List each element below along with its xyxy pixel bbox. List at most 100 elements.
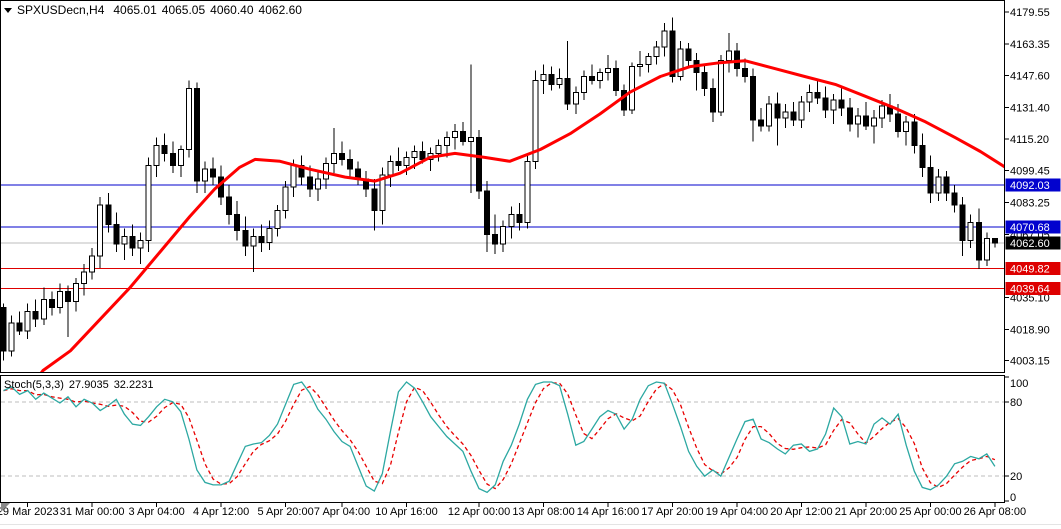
candle [314,171,321,201]
candle-body-down [959,204,966,241]
candle [395,147,402,172]
price-tag-bg [1005,281,1061,295]
candle-body-down [750,75,757,121]
candle [758,108,765,132]
candle [790,102,797,126]
x-axis-label: 19 Apr 04:00 [706,506,768,518]
candle-body-up [314,178,321,190]
candle-body-up [782,111,789,119]
y-axis-label: 4115.20 [1010,134,1049,146]
candle-body-up [81,271,88,285]
candle-body-down [161,145,168,154]
candle [274,204,281,237]
candle [951,185,958,213]
candle [137,232,144,264]
candle-body-down [371,188,378,212]
resize-grip-icon[interactable] [1,503,10,512]
stoch-signal-line [3,382,996,490]
candle-body-up [451,131,458,139]
candle [8,315,15,357]
candle-body-up [870,117,877,127]
moving-average-path [40,59,1004,372]
candle-body-up [830,99,837,111]
stochastic-panel-area[interactable] [0,375,1005,503]
candle [572,86,579,114]
candle [73,277,80,312]
candle-body-down [814,91,821,99]
candle-body-down [210,168,217,178]
candle-body-up [97,204,104,257]
candle-body-down [548,74,555,85]
candle-body-down [846,107,853,125]
candle [169,141,176,174]
candle-body-up [717,60,724,113]
candle-body-up [185,87,192,150]
candle [64,285,71,337]
candle-body-up [274,210,281,229]
candle-body-down [306,176,313,190]
price-tag-text: 4070.68 [1010,222,1050,234]
candle [798,96,805,128]
candle-body-up [89,255,96,273]
candle [621,84,628,116]
candle [661,23,668,57]
candle-body-down [234,214,241,231]
stochastic-name: Stoch(5,3,3) [4,379,64,391]
time-axis: 29 Mar 2023 31 Mar 00:00 3 Apr 04:00 4 Apr … [0,502,1026,518]
candle [814,80,821,105]
candle [548,66,555,91]
candle [677,40,684,81]
candle-body-up [508,214,515,227]
candle [774,92,781,146]
candle-body-up [443,137,450,147]
candle-body-up [379,174,386,212]
stoch-axis-label: 0 [1010,492,1016,504]
price-tag-text: 4039.64 [1010,283,1050,295]
x-axis-label: 20 Apr 12:00 [770,506,832,518]
candle-body-down [226,196,233,216]
candle [580,70,587,101]
candle [983,232,990,266]
symbol-period-label: SPXUSDecn,H4 [17,3,105,17]
candle [459,121,466,146]
candle [564,40,571,111]
level-price-tag: 4070.68 [1005,220,1061,234]
candle [177,145,184,178]
candle-body-up [435,145,442,154]
candle [613,60,620,97]
x-axis-label: 25 Apr 00:00 [899,506,961,518]
candle-body-down [927,166,934,194]
candle [540,64,547,95]
candle [605,54,611,81]
candle-body-up [8,322,15,352]
price-tag-bg [1005,178,1061,192]
candle-body-down [105,204,112,225]
candle-body-up [798,101,805,121]
candle-body-down [701,72,708,89]
x-axis-label: 14 Apr 16:00 [577,506,639,518]
candle-body-down [395,160,402,166]
candle-body-down [862,115,869,127]
candle-body-up [903,121,910,133]
x-axis-label: 29 Mar 2023 [0,506,59,518]
candle-body-down [113,223,120,245]
candle-body-down [790,111,797,121]
candle-body-up [387,160,394,176]
high-value: 4065.05 [162,3,206,17]
candle [596,68,603,89]
candle-body-up [596,72,603,81]
candle-body-down [129,235,136,249]
candle-body-down [48,298,55,308]
candle-body-up [605,68,611,74]
candle-body-down [564,77,571,105]
candle [927,155,934,203]
candle [919,133,926,178]
candle [943,171,950,201]
candle-body-up [411,150,418,158]
candle [89,248,96,280]
candle-body-up [145,164,152,241]
candle-body-down [895,113,902,133]
panel-splitter[interactable] [0,373,1005,375]
main-chart-area[interactable] [0,0,1005,373]
